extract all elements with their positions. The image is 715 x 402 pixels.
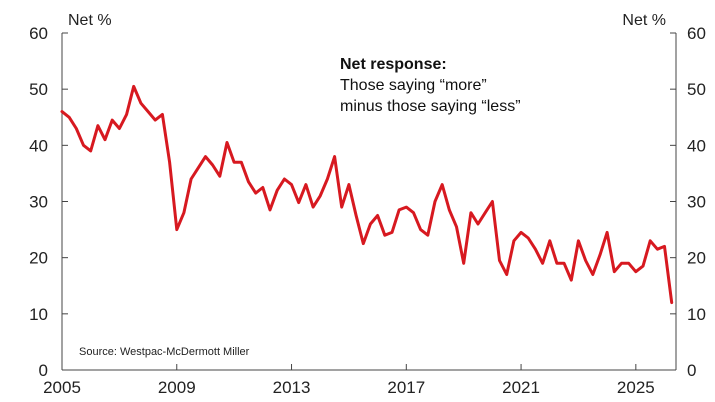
y-tick-label-left: 30 bbox=[29, 193, 48, 212]
y-tick-label-right: 30 bbox=[687, 193, 706, 212]
left-axis-unit-label: Net % bbox=[68, 12, 112, 29]
tick-labels: 0 0 10 10 20 20 30 30 40 40 50 50 60 60 2005 2009 2013 20… bbox=[29, 24, 706, 397]
x-tick-label: 2021 bbox=[502, 378, 540, 397]
annotation-line-1: Those saying “more” bbox=[340, 77, 487, 94]
x-tick-label: 2025 bbox=[617, 378, 655, 397]
annotation-title: Net response: bbox=[340, 56, 447, 73]
x-tick-label: 2017 bbox=[387, 378, 425, 397]
y-tick-label-right: 60 bbox=[687, 24, 706, 43]
y-tick-label-right: 40 bbox=[687, 136, 706, 155]
series-line bbox=[60, 84, 674, 305]
y-tick-label-right: 50 bbox=[687, 80, 706, 99]
y-tick-label-left: 10 bbox=[29, 305, 48, 324]
axis-ticks bbox=[61, 32, 676, 371]
x-tick-label: 2013 bbox=[273, 378, 311, 397]
y-tick-label-right: 10 bbox=[687, 305, 706, 324]
right-axis-unit-label: Net % bbox=[622, 12, 666, 29]
y-tick-label-left: 60 bbox=[29, 24, 48, 43]
y-tick-label-right: 20 bbox=[687, 249, 706, 268]
source-note: Source: Westpac-McDermott Miller bbox=[79, 346, 250, 358]
y-tick-label-left: 20 bbox=[29, 249, 48, 268]
x-tick-label: 2009 bbox=[158, 378, 196, 397]
y-tick-label-left: 0 bbox=[39, 361, 48, 380]
y-tick-label-right: 0 bbox=[687, 361, 696, 380]
annotation-line-2: minus those saying “less” bbox=[340, 98, 521, 115]
y-tick-label-left: 40 bbox=[29, 136, 48, 155]
series-group bbox=[60, 84, 674, 305]
x-tick-label: 2005 bbox=[43, 378, 81, 397]
y-tick-label-left: 50 bbox=[29, 80, 48, 99]
